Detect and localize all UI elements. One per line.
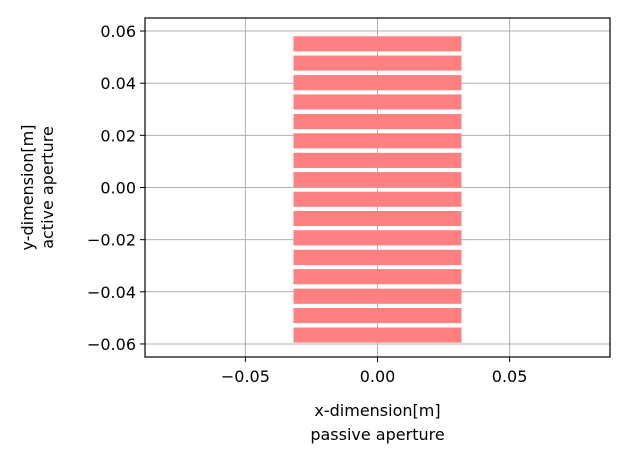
aperture-element [293,191,462,207]
y-tick-label: −0.04 [87,283,136,302]
aperture-elements [293,36,462,343]
aperture-element [293,55,462,71]
aperture-element [293,113,462,130]
y-tick-label: 0.02 [100,126,136,145]
aperture-element [293,210,462,227]
aperture-element [293,36,462,52]
x-axis-label-line-2: passive aperture [310,425,444,444]
aperture-element [293,269,462,285]
y-tick-label: −0.02 [87,231,136,250]
aperture-element [293,230,462,246]
x-axis-ticks: −0.05 0.00 0.05 [221,357,528,386]
y-tick-label: −0.06 [87,335,136,354]
aperture-element [293,307,462,324]
aperture-element [293,94,462,110]
y-axis-label-line-2: active aperture [38,126,57,249]
y-axis-label-line-1: y-dimension[m] [18,125,37,251]
aperture-element [293,152,462,168]
y-tick-label: 0.06 [100,22,136,41]
x-tick-label: −0.05 [221,367,270,386]
x-axis-label-line-1: x-dimension[m] [314,401,440,420]
aperture-element [293,249,462,265]
aperture-element [293,288,462,304]
aperture-element [293,327,462,343]
aperture-element [293,172,462,188]
y-tick-label: 0.04 [100,74,136,93]
x-tick-label: 0.05 [492,367,528,386]
aperture-element [293,133,462,149]
y-axis-ticks: −0.06 −0.04 −0.02 0.00 0.02 0.04 0.06 [87,22,145,354]
aperture-element [293,75,462,91]
y-tick-label: 0.00 [100,179,136,198]
x-tick-label: 0.00 [360,367,396,386]
